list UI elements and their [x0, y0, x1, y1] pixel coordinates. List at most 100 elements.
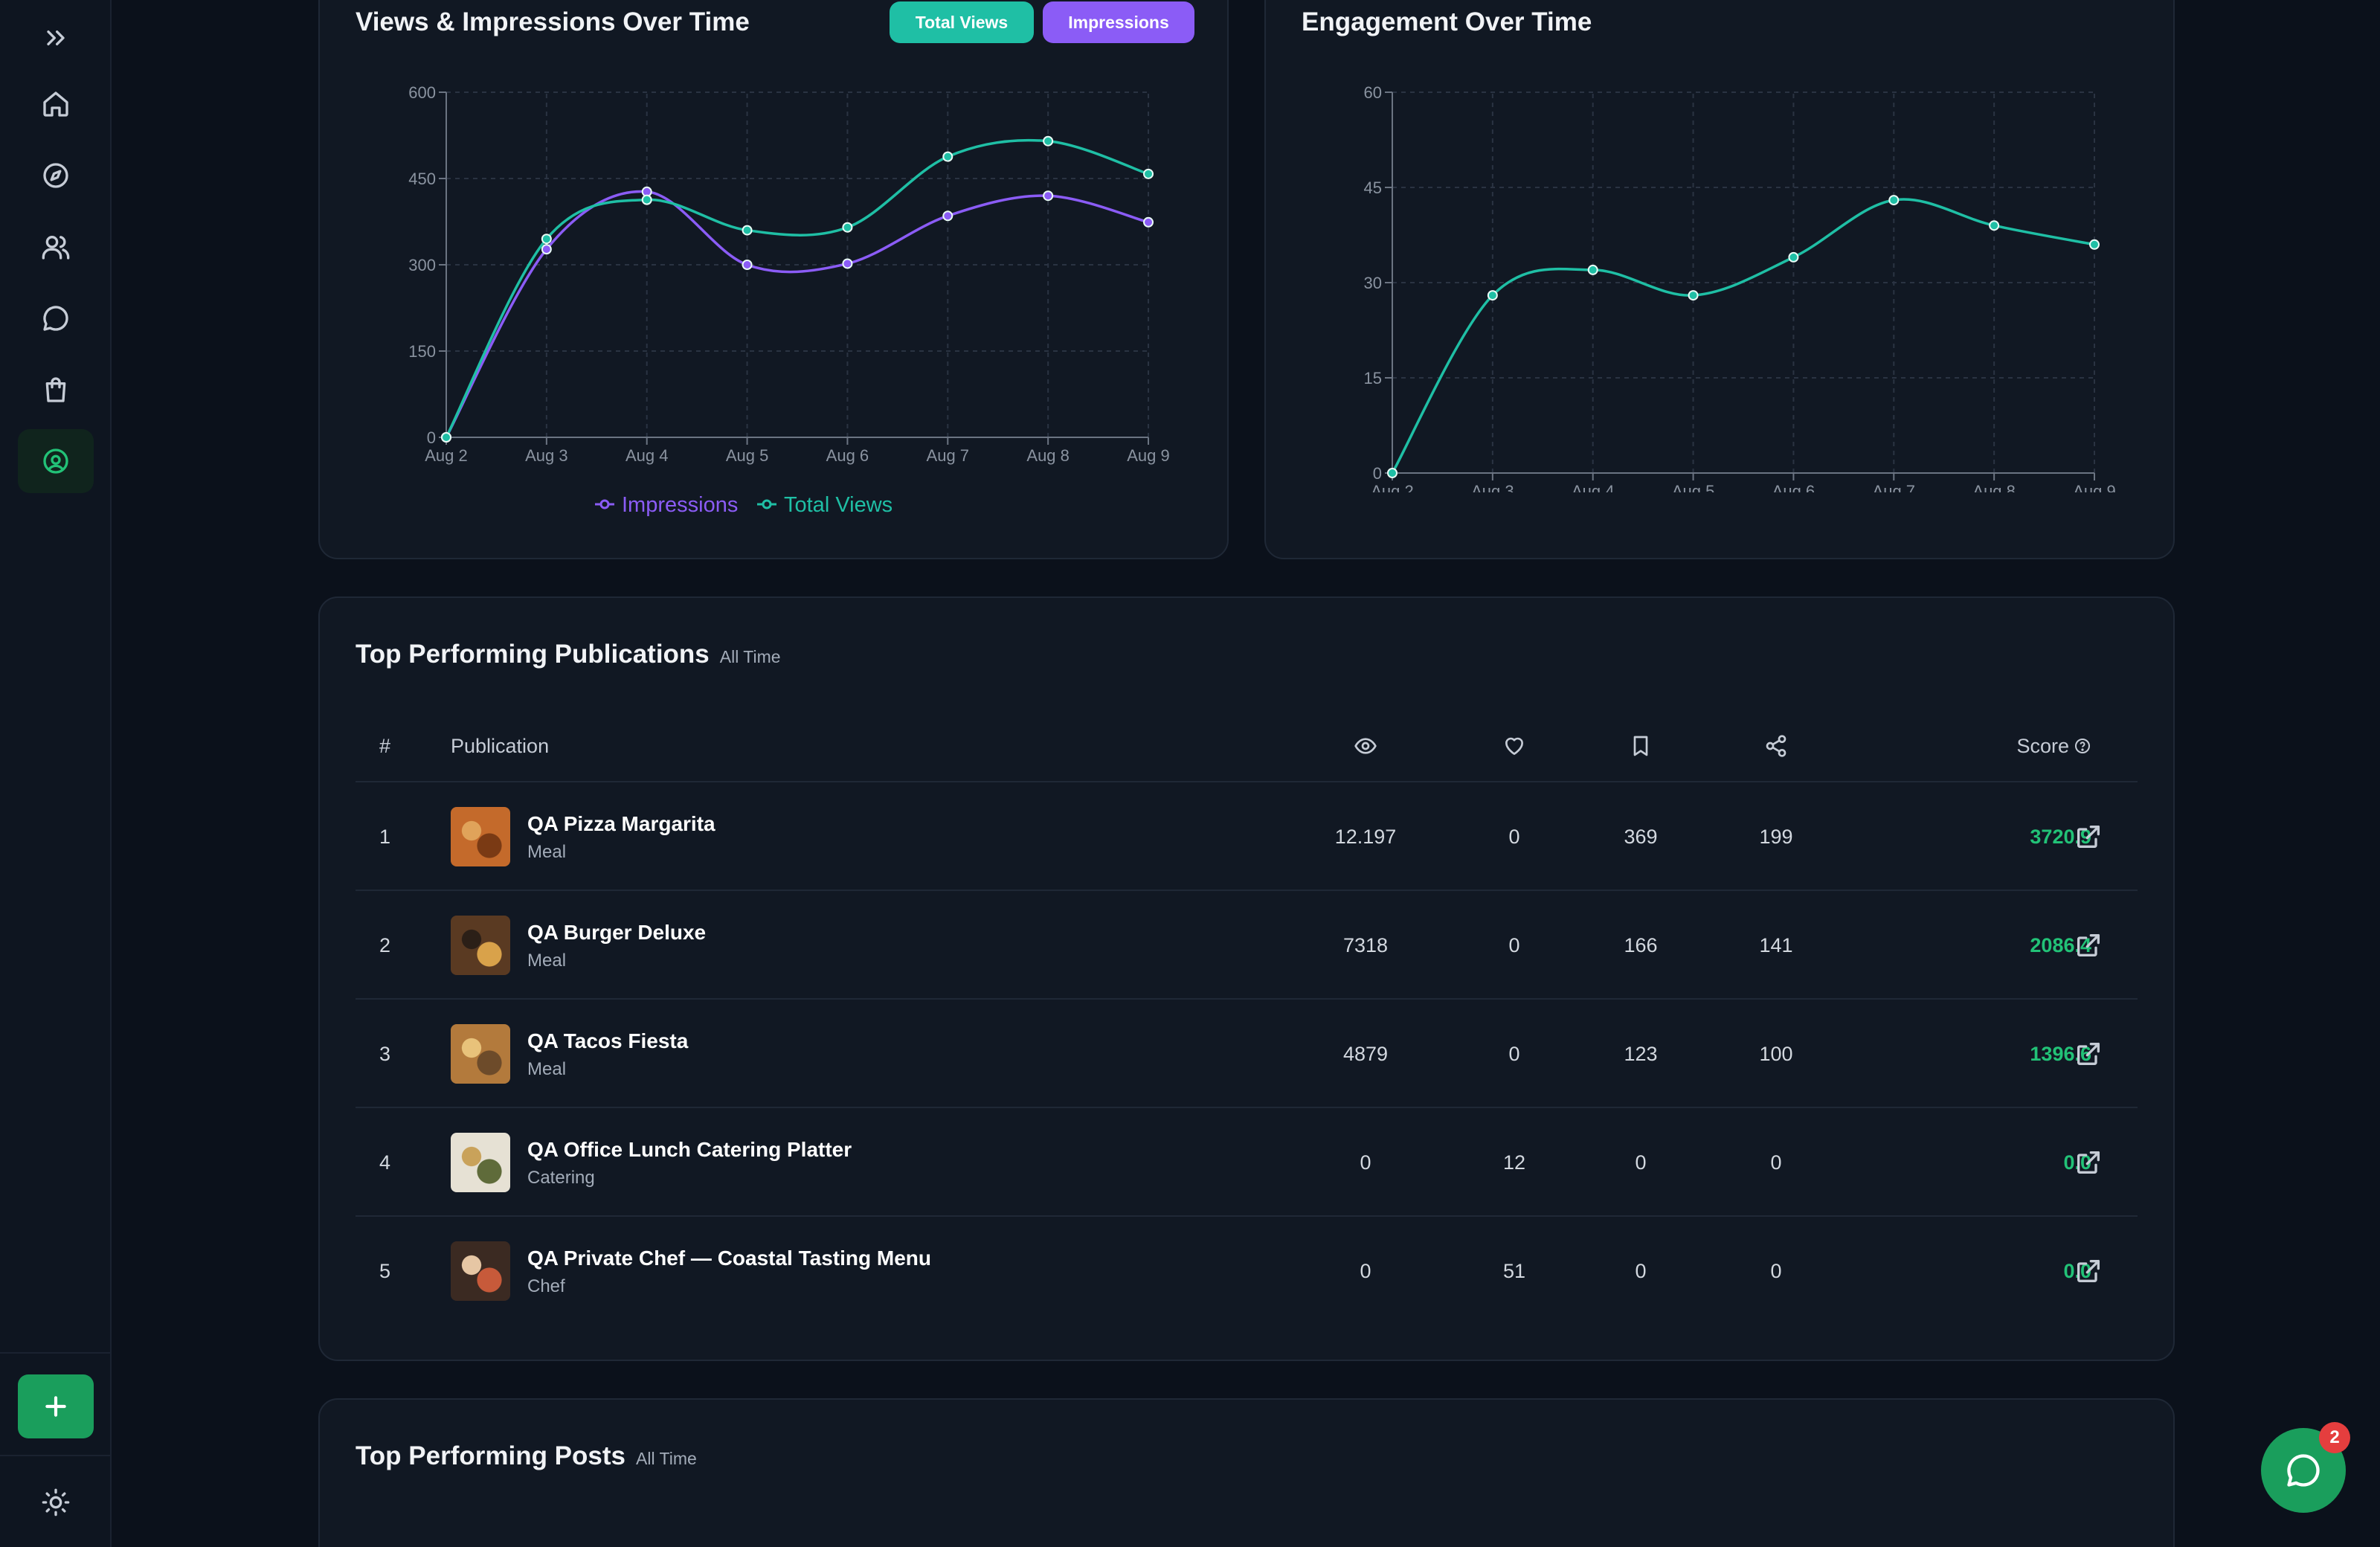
- chat-bubble-icon: [2287, 1454, 2320, 1487]
- external-link-icon[interactable]: [2074, 1148, 2103, 1177]
- header-likes[interactable]: [1485, 710, 1544, 782]
- data-point: [1387, 468, 1398, 478]
- users-icon: [42, 236, 70, 260]
- data-point: [1587, 264, 1598, 275]
- external-link-icon[interactable]: [2074, 1039, 2103, 1069]
- header-score-label: Score: [2016, 734, 2069, 757]
- create-button[interactable]: [18, 1374, 94, 1438]
- series-line: [445, 138, 1149, 438]
- help-circle-icon: [2075, 739, 2090, 753]
- external-link-icon[interactable]: [2074, 822, 2103, 852]
- sidebar-expand-button[interactable]: [18, 6, 94, 70]
- series-line: [445, 190, 1149, 438]
- sidebar-item-orders[interactable]: [18, 358, 94, 422]
- sidebar-item-community[interactable]: [18, 215, 94, 279]
- saves-count: 0: [1635, 1259, 1647, 1282]
- publication-name[interactable]: QA Tacos Fiesta: [527, 1029, 689, 1052]
- external-link-icon[interactable]: [2074, 930, 2103, 960]
- data-point: [441, 432, 451, 443]
- score-value: 1396.6: [2030, 1042, 2091, 1065]
- bookmark-icon: [1633, 736, 1648, 756]
- header-shares[interactable]: [1746, 710, 1806, 782]
- sidebar-item-home[interactable]: [18, 72, 94, 136]
- x-tick-label: Aug 5: [1672, 482, 1715, 492]
- table-header: # Publication Score: [356, 710, 2138, 782]
- chat-notification-badge: 2: [2319, 1422, 2350, 1453]
- sidebar-item-explore[interactable]: [18, 144, 94, 208]
- y-tick-label: 0: [1373, 464, 1382, 483]
- row-rank: 5: [379, 1259, 391, 1282]
- views-chart-title: Views & Impressions Over Time: [356, 7, 750, 36]
- data-point: [1143, 168, 1154, 179]
- posts-title-text: Top Performing Posts: [356, 1441, 625, 1470]
- header-publication: Publication: [451, 734, 550, 757]
- table-row[interactable]: 2 QA Burger Deluxe Meal 7318 0 166 141 2086.4: [356, 891, 2138, 1000]
- likes-count: 51: [1502, 1259, 1526, 1282]
- y-tick-label: 45: [1364, 178, 1382, 197]
- home-icon: [43, 91, 68, 117]
- table-row[interactable]: 3 QA Tacos Fiesta Meal 4879 0 123 100 1396.6: [356, 1000, 2138, 1108]
- publications-title: Top Performing Publications All Time: [356, 640, 781, 669]
- data-point: [1688, 290, 1699, 301]
- saves-count: 123: [1624, 1042, 1658, 1065]
- table-row[interactable]: 4 QA Office Lunch Catering Platter Caterin…: [356, 1108, 2138, 1217]
- compass-icon: [43, 163, 68, 188]
- share-icon: [1766, 735, 1786, 757]
- data-point: [1888, 195, 1900, 206]
- publication-thumbnail: [451, 807, 510, 866]
- data-point: [1487, 290, 1498, 301]
- impressions-toggle[interactable]: Impressions: [1043, 1, 1194, 43]
- legend-label: Total Views: [784, 493, 892, 517]
- sidebar-item-messages[interactable]: [18, 286, 94, 350]
- views-count: 0: [1360, 1151, 1371, 1174]
- publication-category: Meal: [527, 951, 567, 971]
- publication-name[interactable]: QA Burger Deluxe: [527, 921, 707, 944]
- header-score[interactable]: Score: [1943, 710, 2091, 782]
- y-tick-label: 30: [1364, 274, 1382, 292]
- shopping-bag-icon: [45, 377, 66, 402]
- likes-count: 12: [1502, 1151, 1526, 1174]
- posts-title: Top Performing Posts All Time: [356, 1441, 697, 1471]
- data-point: [641, 194, 652, 205]
- x-tick-label: Aug 8: [1972, 482, 2016, 492]
- data-point: [541, 244, 552, 255]
- header-saves[interactable]: [1611, 710, 1670, 782]
- publication-name[interactable]: QA Office Lunch Catering Platter: [527, 1138, 852, 1161]
- data-point: [742, 260, 753, 270]
- shares-count: 100: [1759, 1042, 1793, 1065]
- data-point: [2089, 239, 2100, 250]
- score-value: 2086.4: [2030, 933, 2091, 956]
- x-tick-label: Aug 7: [1873, 482, 1916, 492]
- legend-marker: [762, 499, 772, 509]
- views-count: 7318: [1342, 933, 1389, 956]
- publication-name[interactable]: QA Private Chef — Coastal Tasting Menu: [527, 1247, 931, 1270]
- publication-name[interactable]: QA Pizza Margarita: [527, 812, 715, 835]
- sidebar-item-profile[interactable]: [18, 429, 94, 493]
- data-point: [942, 151, 953, 162]
- score-value: 3720.9: [2030, 825, 2091, 848]
- y-tick-label: 60: [1364, 83, 1382, 102]
- y-tick-label: 600: [408, 83, 436, 102]
- data-point: [1043, 135, 1054, 147]
- external-link-icon[interactable]: [2074, 1256, 2103, 1286]
- theme-toggle-button[interactable]: [18, 1470, 94, 1534]
- saves-count: 166: [1624, 933, 1658, 956]
- series-line: [1391, 198, 2095, 474]
- data-point: [942, 210, 953, 222]
- table-row[interactable]: 1 QA Pizza Margarita Meal 12.197 0 369 199 3720…: [356, 782, 2138, 891]
- top-publications-card: Top Performing Publications All Time: [318, 596, 2175, 1361]
- row-rank: 4: [379, 1151, 391, 1174]
- legend-label: Impressions: [622, 493, 738, 517]
- data-point: [1043, 190, 1054, 202]
- header-views[interactable]: [1336, 710, 1395, 782]
- sidebar-divider: [0, 1352, 112, 1354]
- y-tick-label: 300: [408, 256, 436, 274]
- views-count: 4879: [1342, 1042, 1389, 1065]
- message-icon: [43, 306, 68, 331]
- row-rank: 2: [379, 933, 391, 956]
- table-row[interactable]: 5 QA Private Chef — Coastal Tasting Menu C…: [356, 1217, 2138, 1325]
- header-rank: #: [379, 734, 391, 757]
- publication-category: Meal: [527, 1059, 567, 1079]
- total-views-toggle[interactable]: Total Views: [890, 1, 1034, 43]
- y-tick-label: 0: [427, 428, 436, 447]
